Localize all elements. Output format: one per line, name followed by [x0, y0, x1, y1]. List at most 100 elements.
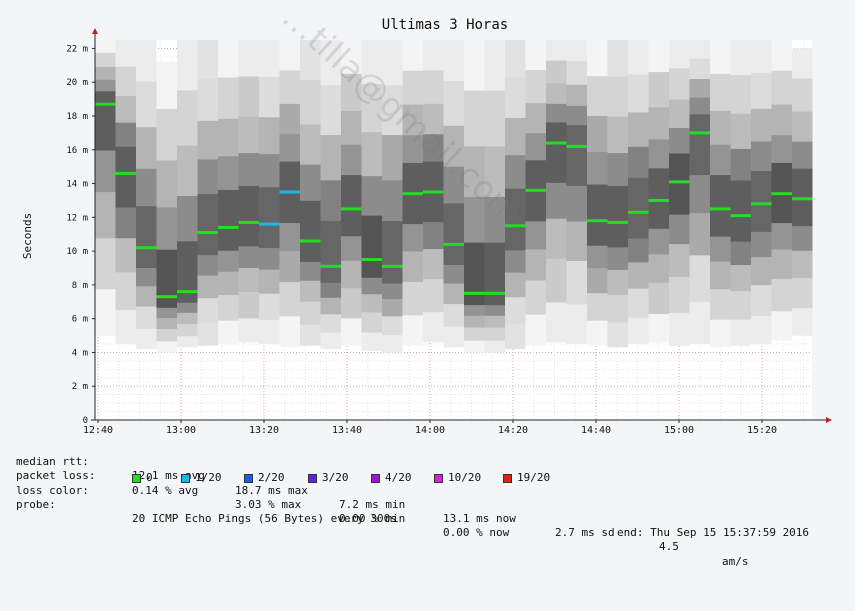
- median-marker: [689, 131, 710, 135]
- y-tick-label: 6 m: [72, 315, 88, 325]
- median-marker: [402, 192, 423, 196]
- median-marker: [710, 207, 731, 211]
- median-marker: [628, 210, 649, 214]
- loss-key-label: 19/20: [517, 471, 551, 485]
- median-rtt-sd: 2.7 ms sd: [555, 526, 615, 540]
- median-marker: [443, 242, 464, 246]
- median-marker: [505, 224, 526, 228]
- loss-color-label: loss color:: [16, 483, 89, 497]
- smoke-band: [505, 188, 526, 251]
- loss-key-label: 3/20: [322, 471, 349, 485]
- smoke-band: [443, 203, 464, 265]
- median-marker: [341, 207, 362, 211]
- median-rtt-min: 7.2 ms min: [339, 497, 406, 511]
- x-axis-arrow: [826, 417, 832, 423]
- loss-swatch: [181, 473, 190, 483]
- smoke-band: [382, 221, 403, 284]
- y-tick-label: 2 m: [72, 382, 88, 392]
- median-marker: [361, 258, 382, 262]
- packet-loss-label: packet loss:: [16, 469, 96, 483]
- median-marker: [792, 197, 813, 201]
- smoke-band: [136, 206, 157, 268]
- loss-key-0: 0: [132, 471, 153, 485]
- loss-swatch: [371, 473, 380, 483]
- median-marker: [197, 231, 218, 235]
- loss-key-5: 10/20: [434, 471, 481, 485]
- smokeping-chart: 0 2 m 4 m 6 m 8 m 10 m 12 m 14 m 16 m 18 m 20 m 22 …: [21, 0, 832, 436]
- x-tick-label: 13:00: [166, 425, 196, 436]
- median-marker: [95, 102, 116, 106]
- median-marker: [751, 202, 772, 206]
- probe-label: probe:: [16, 497, 56, 511]
- median-marker: [464, 291, 485, 295]
- y-tick-label: 4 m: [72, 348, 88, 358]
- loss-key-6: 19/20: [503, 471, 550, 485]
- x-tick-label: 14:40: [581, 425, 611, 436]
- loss-swatch: [244, 473, 253, 483]
- x-tick-label: 14:00: [415, 425, 445, 436]
- median-marker: [218, 225, 239, 229]
- loss-key-label: 4/20: [385, 471, 412, 485]
- y-tick-label: 22 m: [66, 44, 88, 54]
- median-marker: [607, 220, 628, 224]
- median-marker: [382, 264, 403, 268]
- smoke-band: [218, 189, 239, 251]
- loss-key-label: 0: [146, 471, 153, 485]
- y-tick-label: 14 m: [66, 180, 88, 190]
- y-axis-label: Seconds: [21, 213, 34, 259]
- x-tick-label: 13:40: [332, 425, 362, 436]
- median-marker: [587, 219, 608, 223]
- smoke-band: [730, 180, 751, 242]
- probe-row: probe: 20 ICMP Echo Pings (56 Bytes) eve…: [16, 484, 851, 539]
- median-marker: [136, 246, 157, 250]
- median-marker: [156, 295, 177, 299]
- smoke-band: [197, 194, 218, 256]
- smoke-band: [669, 153, 690, 215]
- smoke-band: [177, 241, 198, 303]
- median-marker: [484, 291, 505, 295]
- smoke-band: [361, 215, 382, 278]
- smoke-band: [628, 177, 649, 239]
- smoke-band: [300, 200, 321, 262]
- x-tick-label: 15:00: [664, 425, 694, 436]
- smoke-band: [464, 242, 485, 306]
- median-marker: [259, 222, 280, 226]
- smoke-band: [587, 184, 608, 246]
- y-tick-label: 0: [83, 416, 88, 426]
- y-tick-label: 10 m: [66, 247, 88, 257]
- median-marker: [771, 192, 792, 196]
- median-marker: [177, 290, 198, 294]
- packet-loss-row: packet loss: 0.14 % avg 3.03 % max 0.00 …: [16, 455, 851, 539]
- packet-loss-now: 0.00 % now: [443, 526, 510, 540]
- median-marker: [423, 190, 444, 194]
- chart-title: Ultimas 3 Horas: [382, 17, 508, 33]
- median-marker: [115, 171, 136, 175]
- smoke-band: [751, 171, 772, 232]
- median-marker: [648, 198, 669, 202]
- median-marker: [566, 144, 587, 148]
- median-marker: [320, 264, 341, 268]
- loss-swatch: [132, 473, 141, 483]
- smoke-band: [115, 146, 136, 208]
- median-marker: [238, 220, 259, 224]
- loss-swatch: [503, 473, 512, 483]
- x-tick-label: 15:20: [747, 425, 777, 436]
- smoke-band: [566, 125, 587, 186]
- loss-key-label: 2/20: [258, 471, 285, 485]
- y-tick-label: 18 m: [66, 112, 88, 122]
- smoke-band: [156, 249, 177, 308]
- median-rtt-label: median rtt:: [16, 455, 89, 469]
- smoke-band: [238, 185, 259, 247]
- loss-swatch: [434, 473, 443, 483]
- median-rtt-now: 13.1 ms now: [443, 512, 516, 526]
- smoke-band: [546, 122, 567, 183]
- median-marker: [300, 239, 321, 243]
- y-tick-label: 8 m: [72, 281, 88, 291]
- smoke-band: [341, 175, 362, 237]
- smoke-band: [689, 114, 710, 176]
- smoke-band: [710, 175, 731, 237]
- probe-text: 20 ICMP Echo Pings (56 Bytes) every 300s: [132, 511, 397, 525]
- probe-end-time: end: Thu Sep 15 15:37:59 2016: [617, 526, 810, 540]
- legend: median rtt: 12.1 ms avg 18.7 ms max 7.2 …: [16, 441, 851, 567]
- loss-key-1: 1/20: [181, 471, 222, 485]
